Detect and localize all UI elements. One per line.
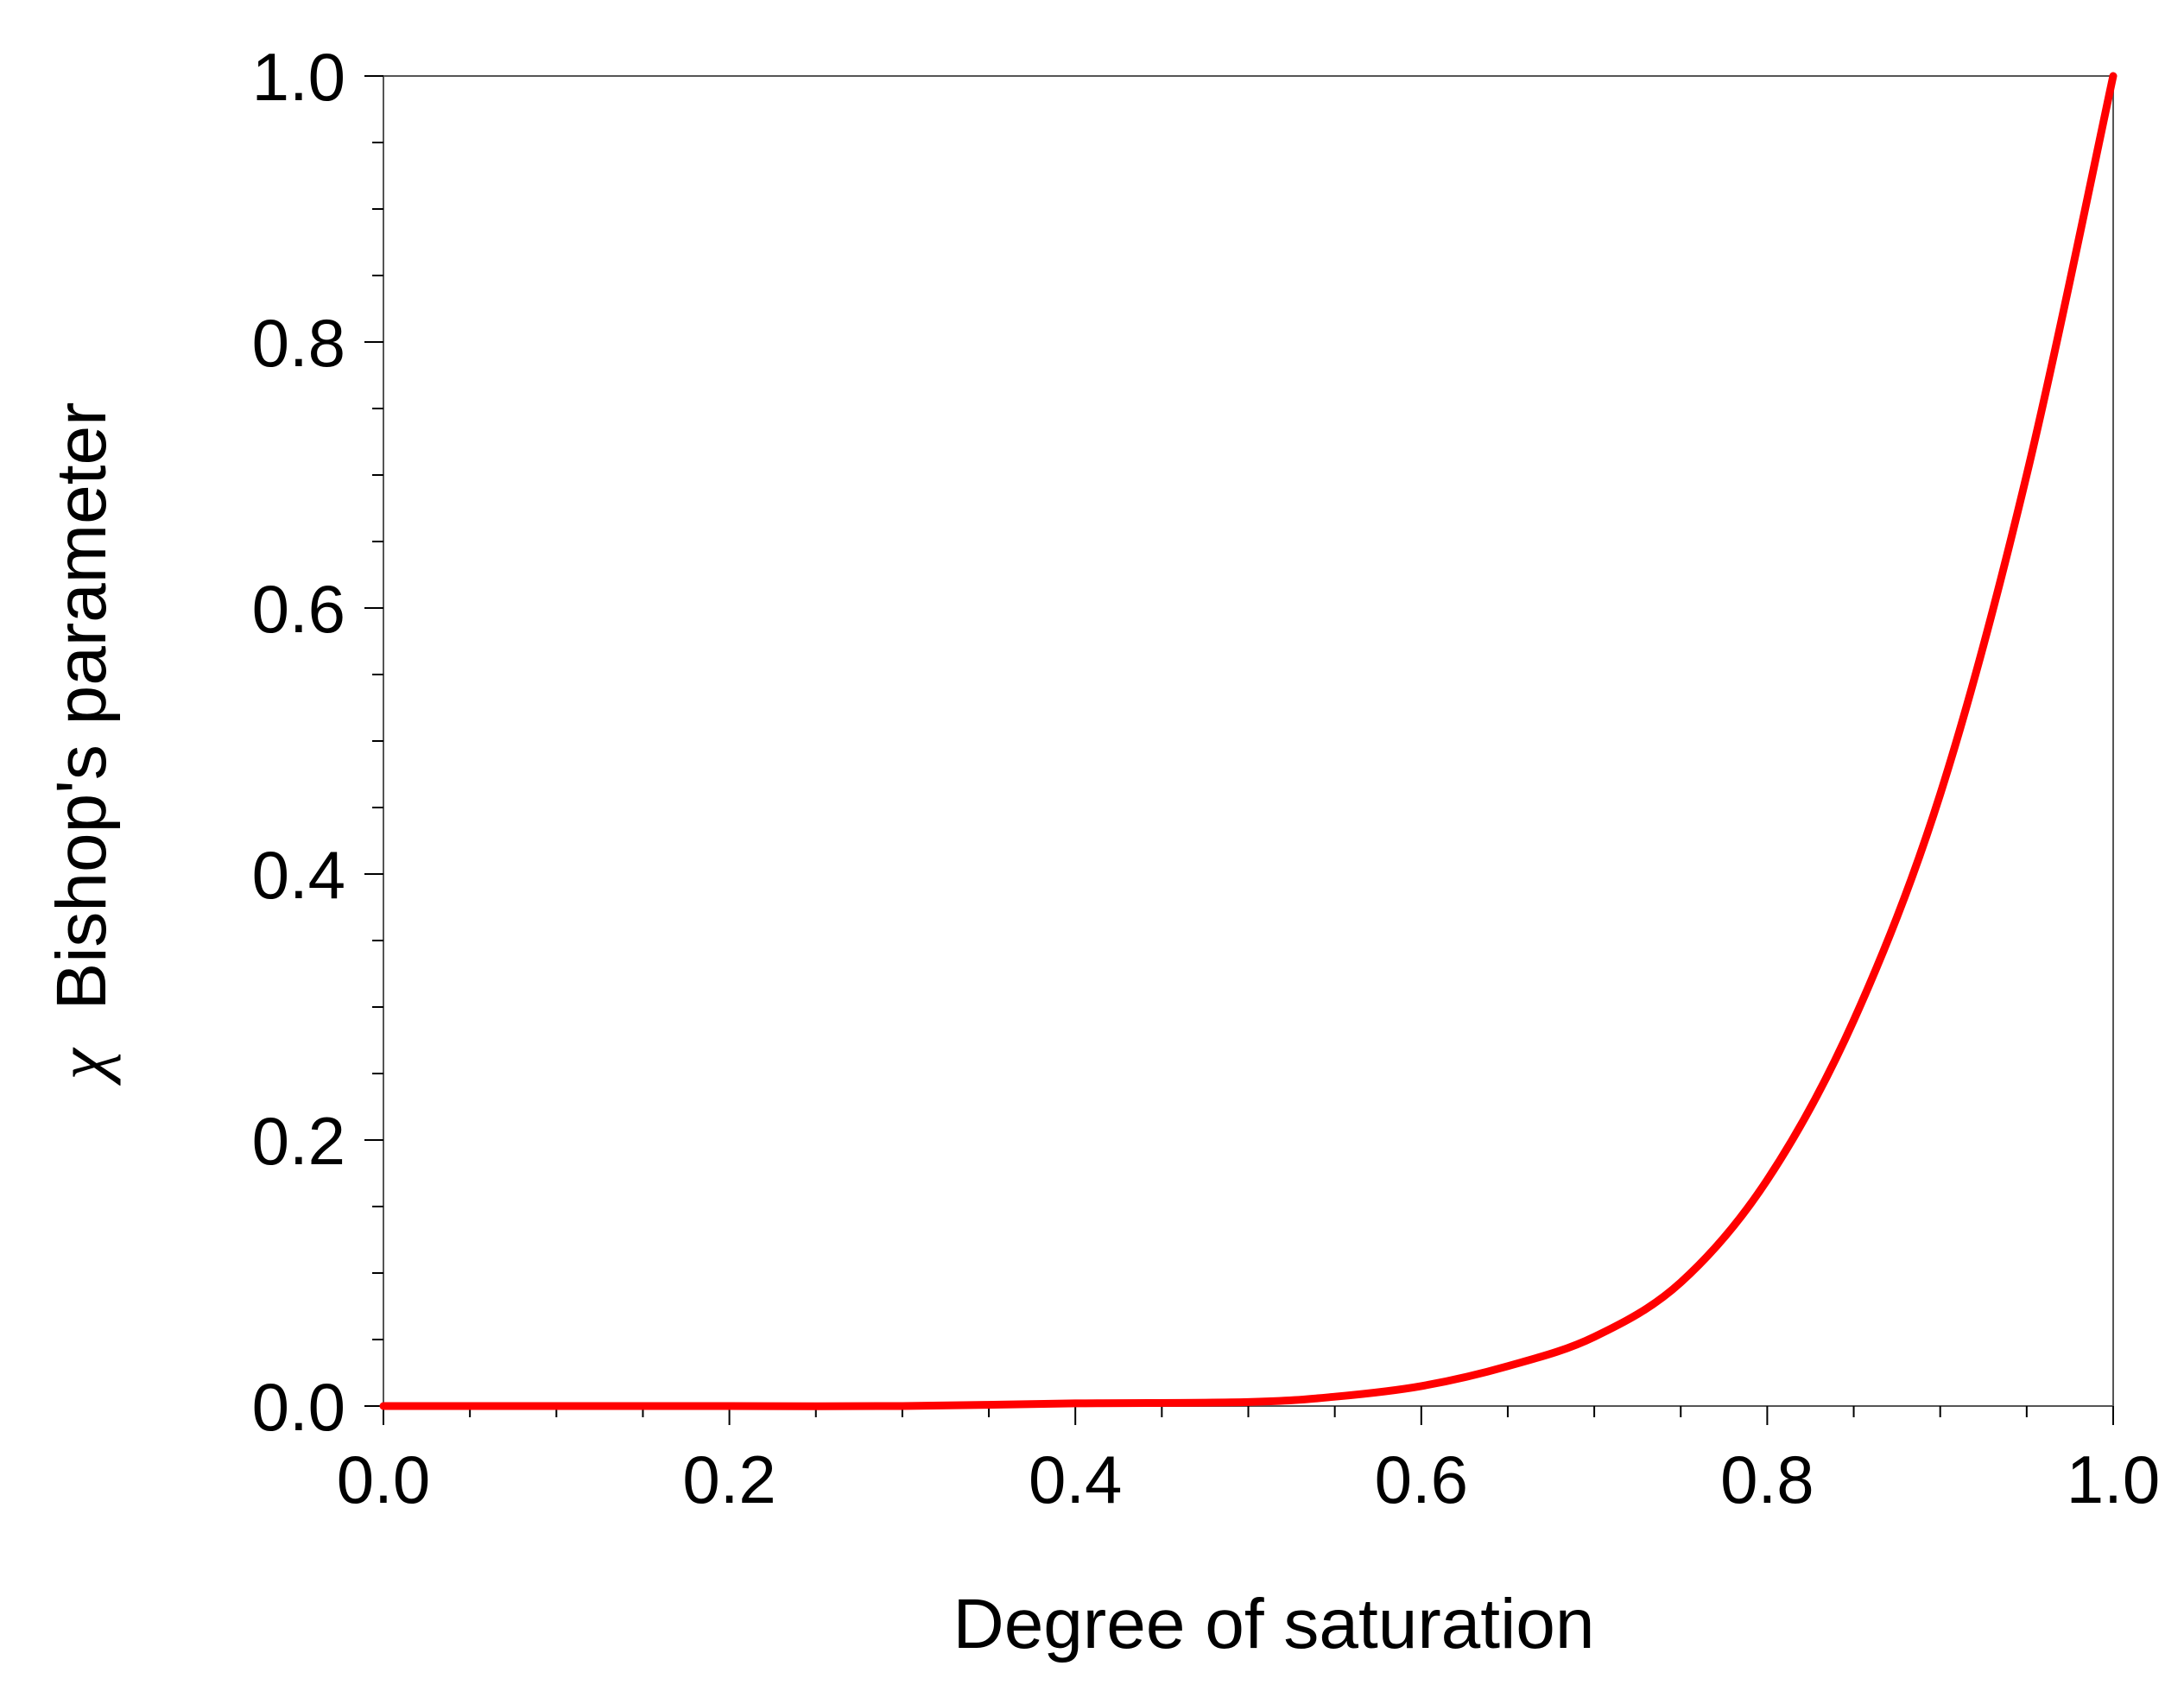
x-axis-ticks: [383, 1406, 2114, 1425]
y-axis-ticks: [364, 75, 383, 1407]
y-tick-label: 0.4: [252, 837, 345, 913]
x-axis-tick-labels: 0.0 0.2 0.4 0.6 0.8 1.0: [337, 1441, 2160, 1517]
x-tick-label: 0.0: [337, 1441, 430, 1517]
y-tick-label: 0.2: [252, 1103, 345, 1179]
y-axis-title-text: Bishop's parameter: [42, 402, 121, 1010]
chi-symbol: χ: [42, 1047, 121, 1086]
x-tick-label: 0.6: [1375, 1441, 1468, 1517]
y-axis-tick-labels: 0.0 0.2 0.4 0.6 0.8 1.0: [252, 39, 345, 1445]
y-tick-label: 0.6: [252, 571, 345, 647]
y-axis-title: χ Bishop's parameter: [42, 402, 121, 1086]
x-tick-label: 0.4: [1029, 1441, 1122, 1517]
y-tick-label: 0.8: [252, 305, 345, 381]
y-tick-label: 1.0: [252, 39, 345, 115]
x-tick-label: 0.2: [682, 1441, 775, 1517]
x-tick-label: 0.8: [1720, 1441, 1814, 1517]
y-tick-label: 0.0: [252, 1369, 345, 1445]
x-tick-label: 1.0: [2067, 1441, 2160, 1517]
x-axis-title: Degree of saturation: [953, 1585, 1594, 1663]
series-line: [379, 72, 2118, 1410]
plot-frame: [383, 75, 2114, 1407]
